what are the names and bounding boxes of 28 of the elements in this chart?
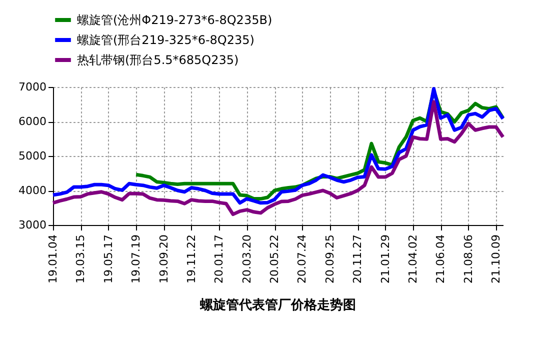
x-tick-label: 21.06.04 (434, 234, 448, 284)
x-tick-label: 19.07.19 (130, 234, 143, 284)
line-series (51, 86, 505, 205)
line-series (51, 100, 505, 216)
x-tick-label: 20.05.22 (268, 234, 282, 284)
x-tick-label: 21.08.06 (462, 234, 475, 284)
text: 螺旋管代表管厂价格走势图 (199, 296, 356, 313)
legend-label: 螺旋管(邢台219-325*6-8Q235) (77, 33, 254, 47)
x-tick-label: 19.05.17 (102, 234, 115, 284)
y-tick-label: 6000 (18, 115, 46, 128)
y-tick-label: 5000 (18, 150, 46, 162)
x-tick-label: 20.07.24 (296, 234, 309, 284)
x-tick-label: 21.01.29 (378, 234, 392, 284)
x-tick-label: 20.01.17 (212, 234, 226, 284)
y-tick-label: 4000 (18, 184, 46, 197)
x-tick-label: 20.11.27 (351, 234, 364, 284)
legend-label: 热轧带钢(邢台5.5*685Q235) (77, 53, 239, 67)
x-tick-label: 20.09.25 (323, 234, 336, 284)
y-tick-label: 3000 (18, 218, 46, 232)
x-tick-label: 19.09.20 (157, 234, 170, 284)
x-tick-label: 19.01.04 (46, 234, 60, 284)
x-tick-label: 21.04.02 (406, 234, 420, 284)
x-tick-label: 19.03.15 (74, 234, 88, 284)
x-tick-label: 21.10.09 (490, 234, 503, 284)
x-tick-label: 20.03.20 (240, 234, 254, 284)
legend-label: 螺旋管(沧州Φ219-273*6-8Q235B) (77, 13, 272, 27)
y-tick-label: 7000 (18, 80, 46, 94)
x-tick-label: 19.11.22 (184, 234, 198, 284)
